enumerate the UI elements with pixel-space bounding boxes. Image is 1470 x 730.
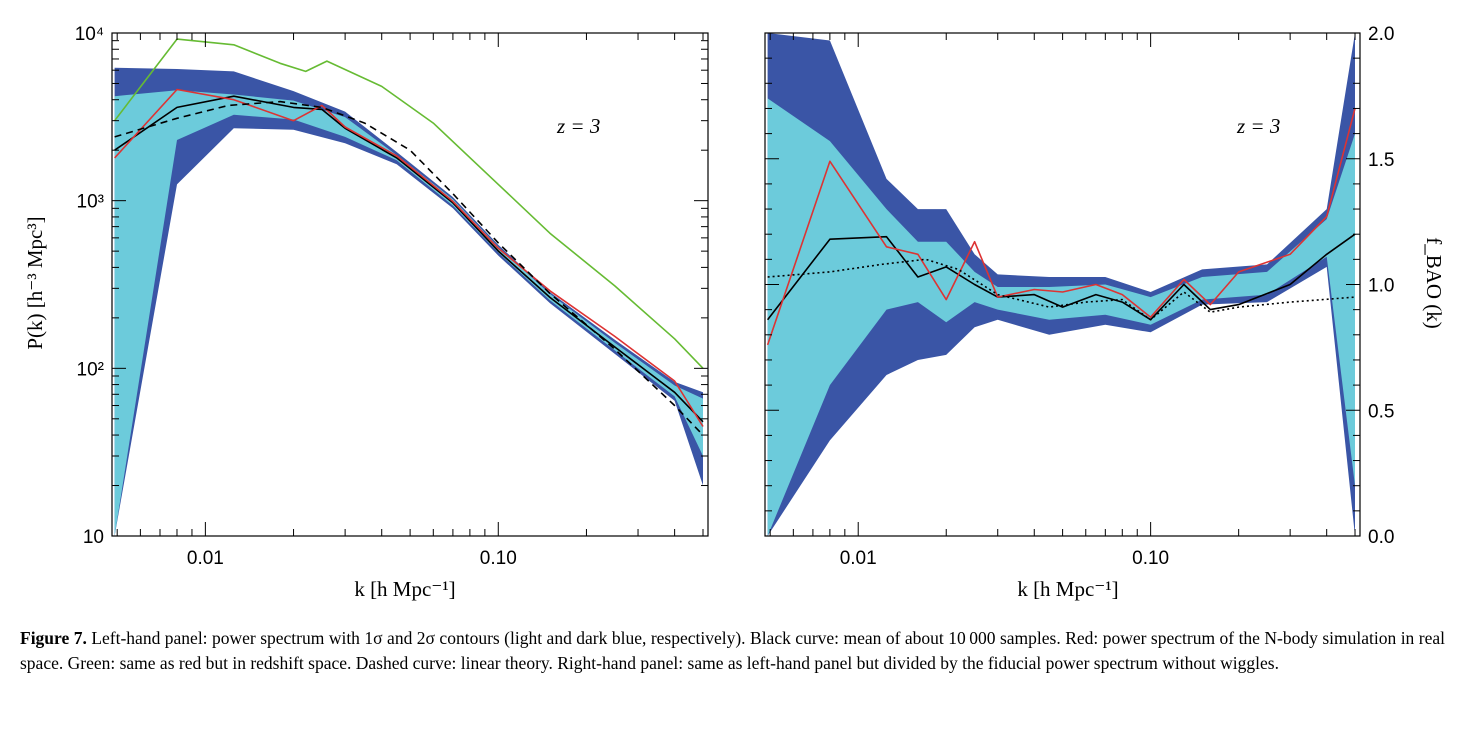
right-redshift-annotation: z = 3: [1236, 114, 1280, 138]
left-series-mean-0: [114, 95, 704, 423]
right-y-tick-label: 1.0: [1368, 276, 1394, 297]
right-y-tick-label: 1.5: [1368, 150, 1394, 171]
right-x-tick-label: 0.10: [1132, 548, 1169, 569]
right-series-lines: [766, 108, 1356, 346]
left-y-tick-label: 10³: [77, 192, 104, 213]
right-y-axis-label: f_BAO (k): [1422, 237, 1446, 329]
right-band-2sigma: [767, 33, 1355, 536]
left-panel: 0.01 0.10 10 10² 10³ 10⁴ z = 3 k [h Mpc⁻¹] P(…: [23, 24, 709, 601]
right-contour-bands: [767, 33, 1355, 537]
right-y-tick-label: 0.0: [1368, 527, 1394, 548]
left-series-red: [114, 88, 704, 427]
left-y-tick-label: 10⁴: [75, 24, 104, 45]
left-y-axis-label: P(k) [h⁻³ Mpc³]: [23, 216, 47, 349]
left-redshift-annotation: z = 3: [556, 114, 600, 138]
left-axes: 0.01 0.10 10 10² 10³ 10⁴: [75, 24, 709, 569]
figure-7: 0.01 0.10 10 10² 10³ 10⁴ z = 3 k [h Mpc⁻¹] P(…: [23, 24, 1446, 601]
left-x-axis-label: k [h Mpc⁻¹]: [354, 577, 455, 601]
left-y-tick-label: 10²: [77, 359, 104, 380]
left-band-1sigma: [114, 90, 704, 537]
left-series-lines: [113, 38, 704, 436]
caption-text: Left-hand panel: power spectrum with 1σ …: [20, 628, 1446, 673]
right-y-tick-label: 0.5: [1368, 401, 1394, 422]
right-series-mean-0: [766, 233, 1356, 321]
caption-label: Figure 7.: [20, 628, 87, 648]
right-band-1sigma: [767, 98, 1355, 537]
left-x-tick-label: 0.01: [187, 548, 224, 569]
right-axes: 0.01 0.10 0.0 0.5 1.0 1.5 2.0: [764, 24, 1394, 569]
left-band-2sigma: [114, 67, 704, 537]
left-series-green: [113, 38, 704, 369]
right-y-tick-label: 2.0: [1368, 24, 1394, 45]
left-y-tick-label: 10: [83, 527, 104, 548]
figure-caption: Figure 7. Left-hand panel: power spectru…: [20, 626, 1445, 676]
left-contour-bands: [114, 67, 704, 537]
right-series-red: [766, 108, 1356, 346]
right-x-tick-label: 0.01: [840, 548, 877, 569]
right-x-axis-label: k [h Mpc⁻¹]: [1017, 577, 1118, 601]
right-panel: 0.01 0.10 0.0 0.5 1.0 1.5 2.0 z = 3 k [h Mpc⁻¹…: [764, 24, 1446, 601]
left-x-tick-label: 0.10: [480, 548, 517, 569]
